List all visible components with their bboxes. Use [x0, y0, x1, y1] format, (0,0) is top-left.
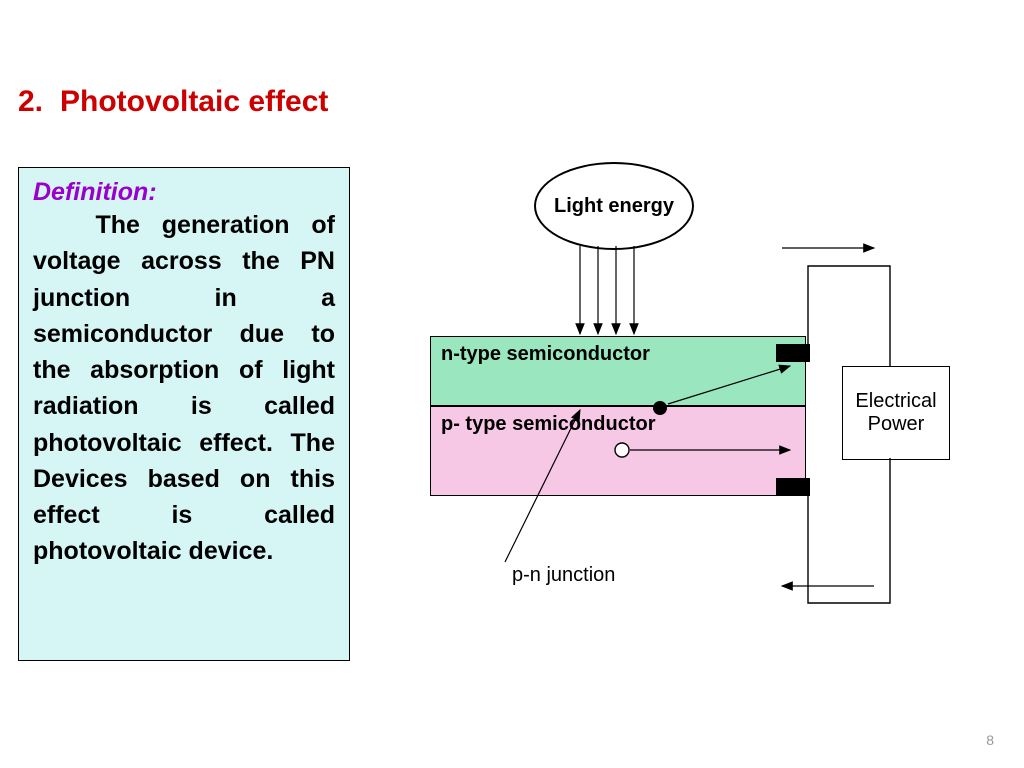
- bottom-terminal: [776, 478, 810, 496]
- n-type-label: n-type semiconductor: [441, 343, 650, 365]
- definition-body: The generation of voltage across the PN …: [33, 207, 335, 570]
- slide-title-number: 2.: [18, 85, 43, 119]
- pn-junction-label: p-n junction: [512, 564, 615, 587]
- title-index: 2.: [18, 85, 43, 118]
- n-type-layer: n-type semiconductor: [430, 336, 806, 406]
- wire-top: [808, 266, 890, 366]
- light-energy-label: Light energy: [554, 195, 674, 218]
- p-type-layer: p- type semiconductor: [430, 406, 806, 496]
- title-text: Photovoltaic effect: [60, 85, 328, 118]
- electrical-power-box: Electrical Power: [842, 366, 950, 460]
- wire-bottom: [808, 458, 890, 603]
- top-terminal: [776, 344, 810, 362]
- definition-heading: Definition:: [33, 178, 335, 207]
- light-energy-node: Light energy: [534, 162, 694, 250]
- slide-title: Photovoltaic effect: [60, 85, 328, 119]
- page-number: 8: [986, 732, 994, 748]
- p-type-label: p- type semiconductor: [441, 413, 655, 435]
- definition-box: Definition: The generation of voltage ac…: [18, 167, 350, 661]
- electrical-power-label: Electrical Power: [843, 390, 949, 436]
